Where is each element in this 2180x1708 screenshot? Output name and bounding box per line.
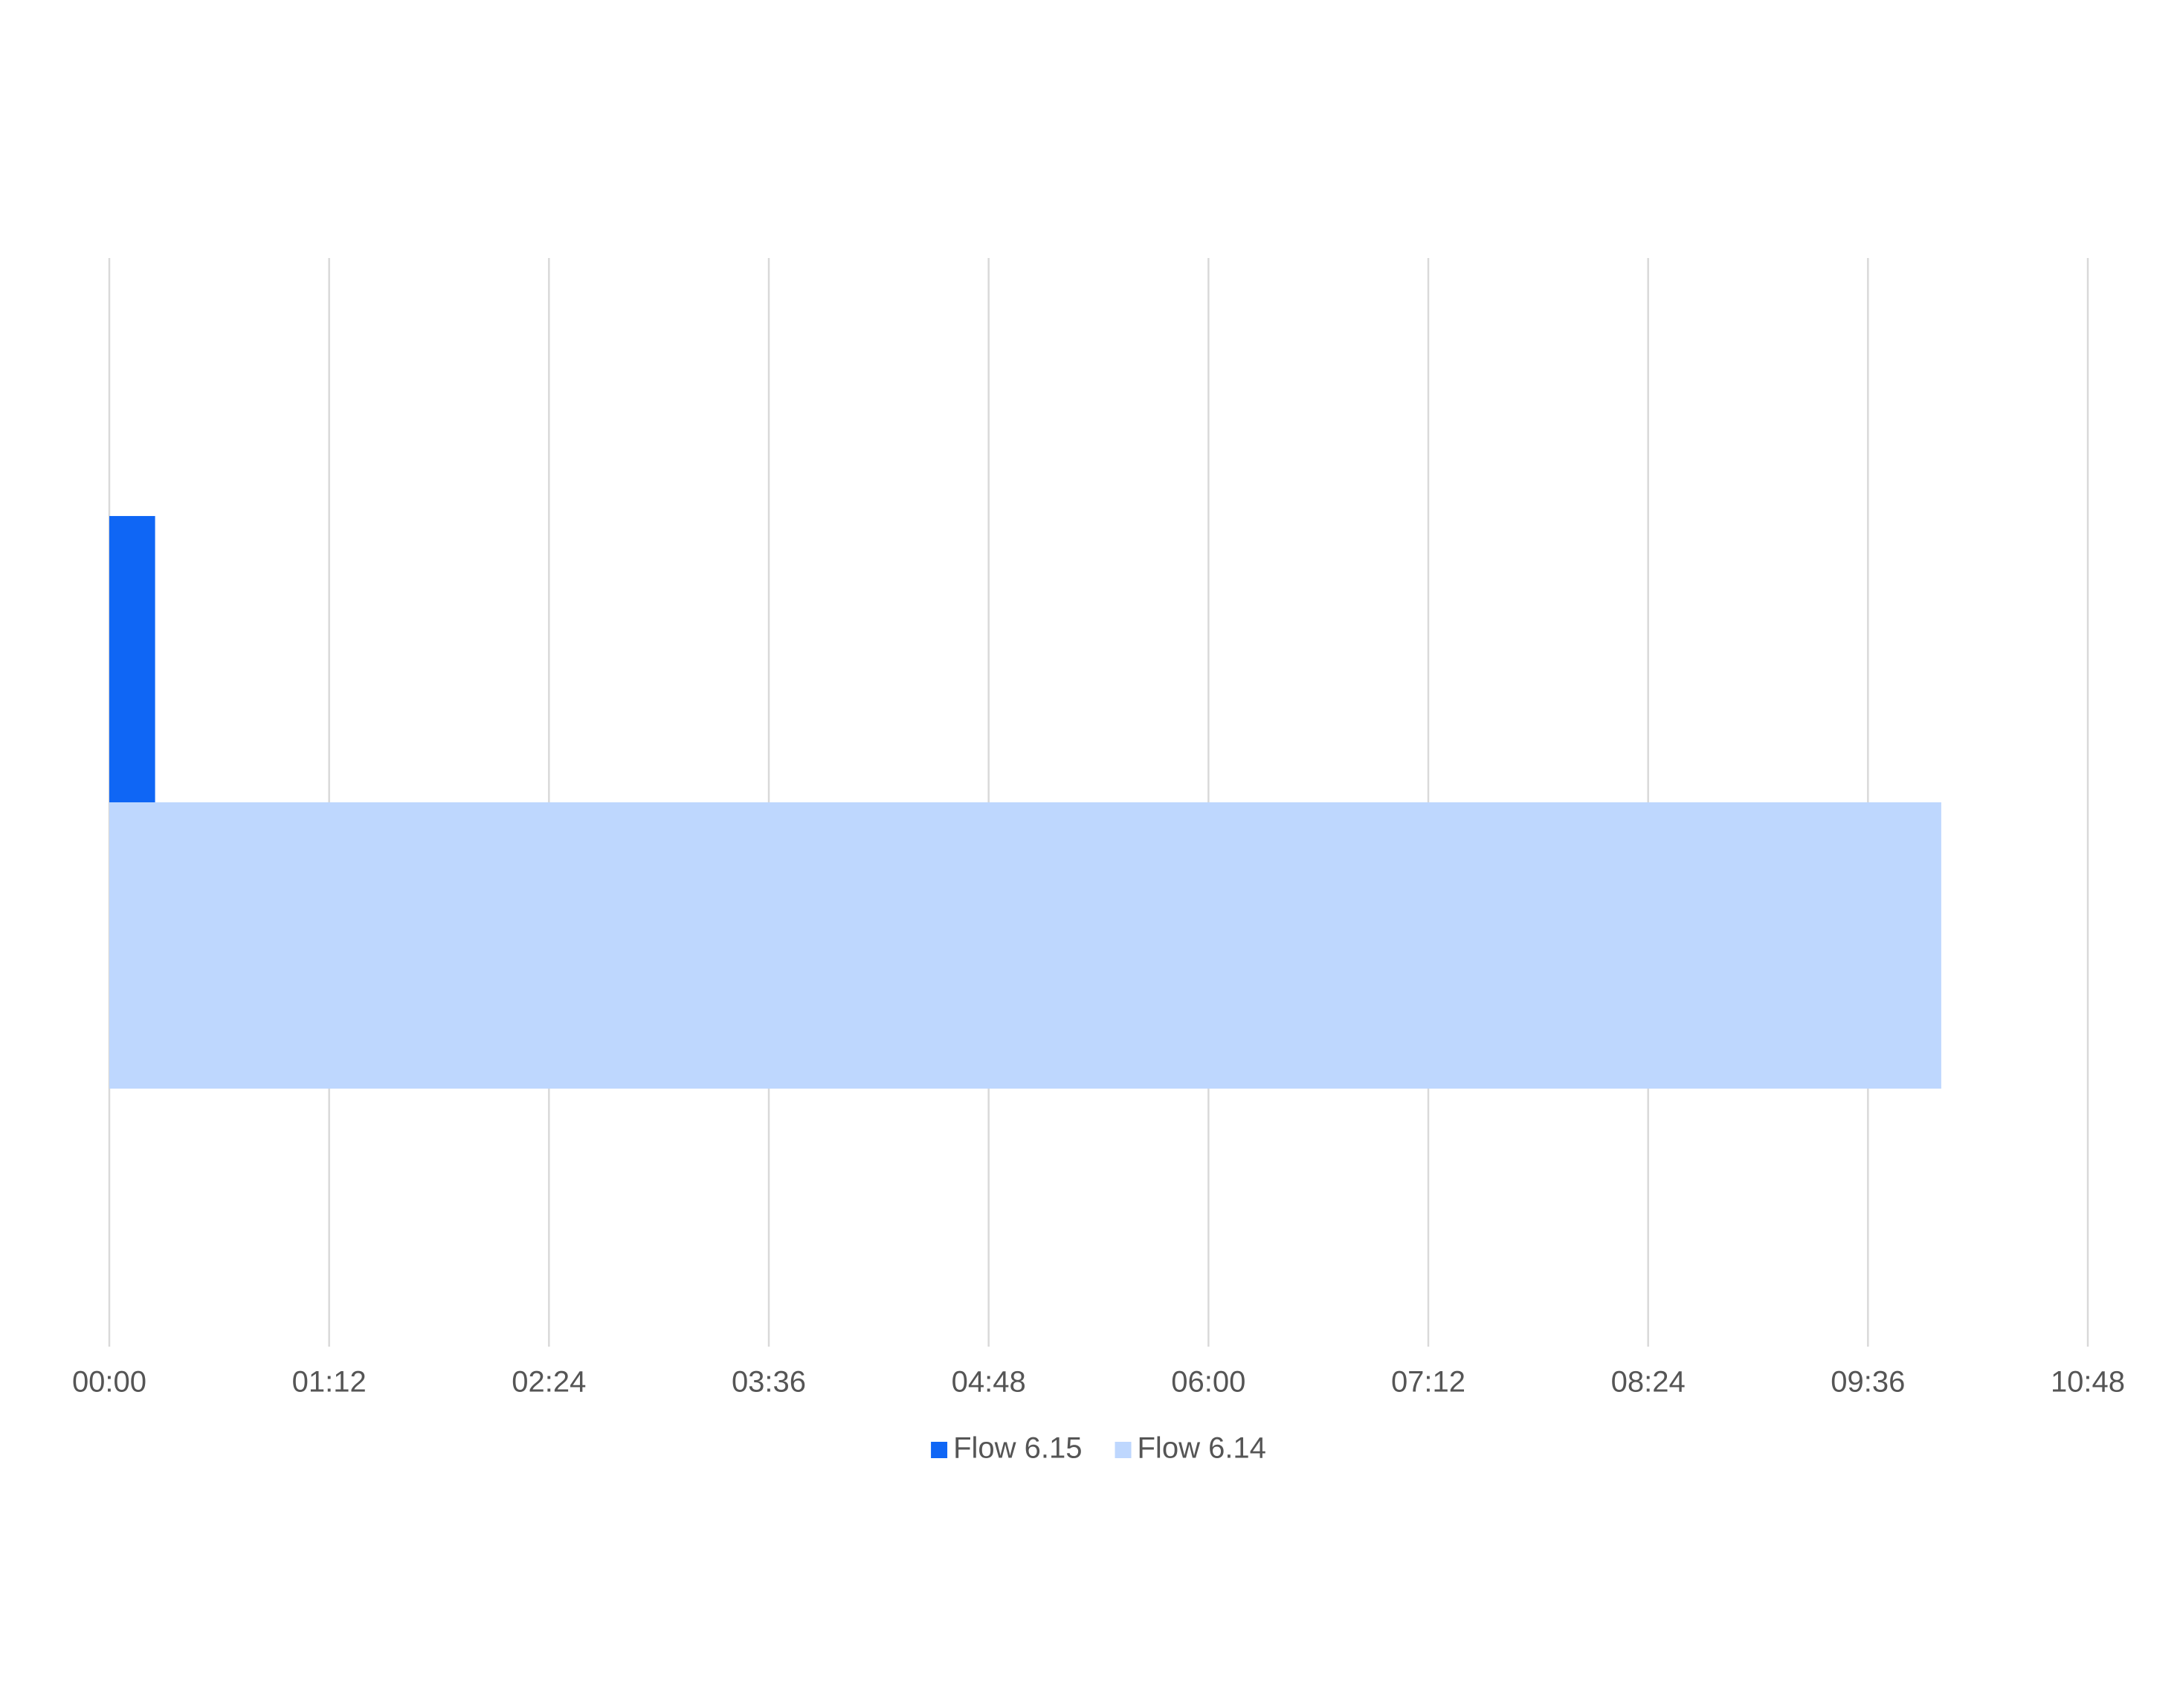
- x-tick-label: 01:12: [292, 1366, 367, 1399]
- x-tick-label: 00:00: [72, 1366, 146, 1399]
- x-tick-label: 09:36: [1831, 1366, 1905, 1399]
- x-tick-label: 08:24: [1611, 1366, 1686, 1399]
- legend-swatch: [1115, 1442, 1132, 1458]
- legend-label: Flow 6.14: [1138, 1432, 1266, 1465]
- x-tick-label: 02:24: [512, 1366, 586, 1399]
- bar: [109, 515, 155, 802]
- x-tick-label: 06:00: [1171, 1366, 1245, 1399]
- bar: [109, 802, 1941, 1089]
- x-tick-label: 04:48: [952, 1366, 1026, 1399]
- x-tick-label: 10:48: [2051, 1366, 2125, 1399]
- legend-label: Flow 6.15: [953, 1432, 1082, 1465]
- legend-swatch: [931, 1442, 948, 1458]
- x-tick-label: 07:12: [1391, 1366, 1465, 1399]
- x-tick-label: 03:36: [732, 1366, 806, 1399]
